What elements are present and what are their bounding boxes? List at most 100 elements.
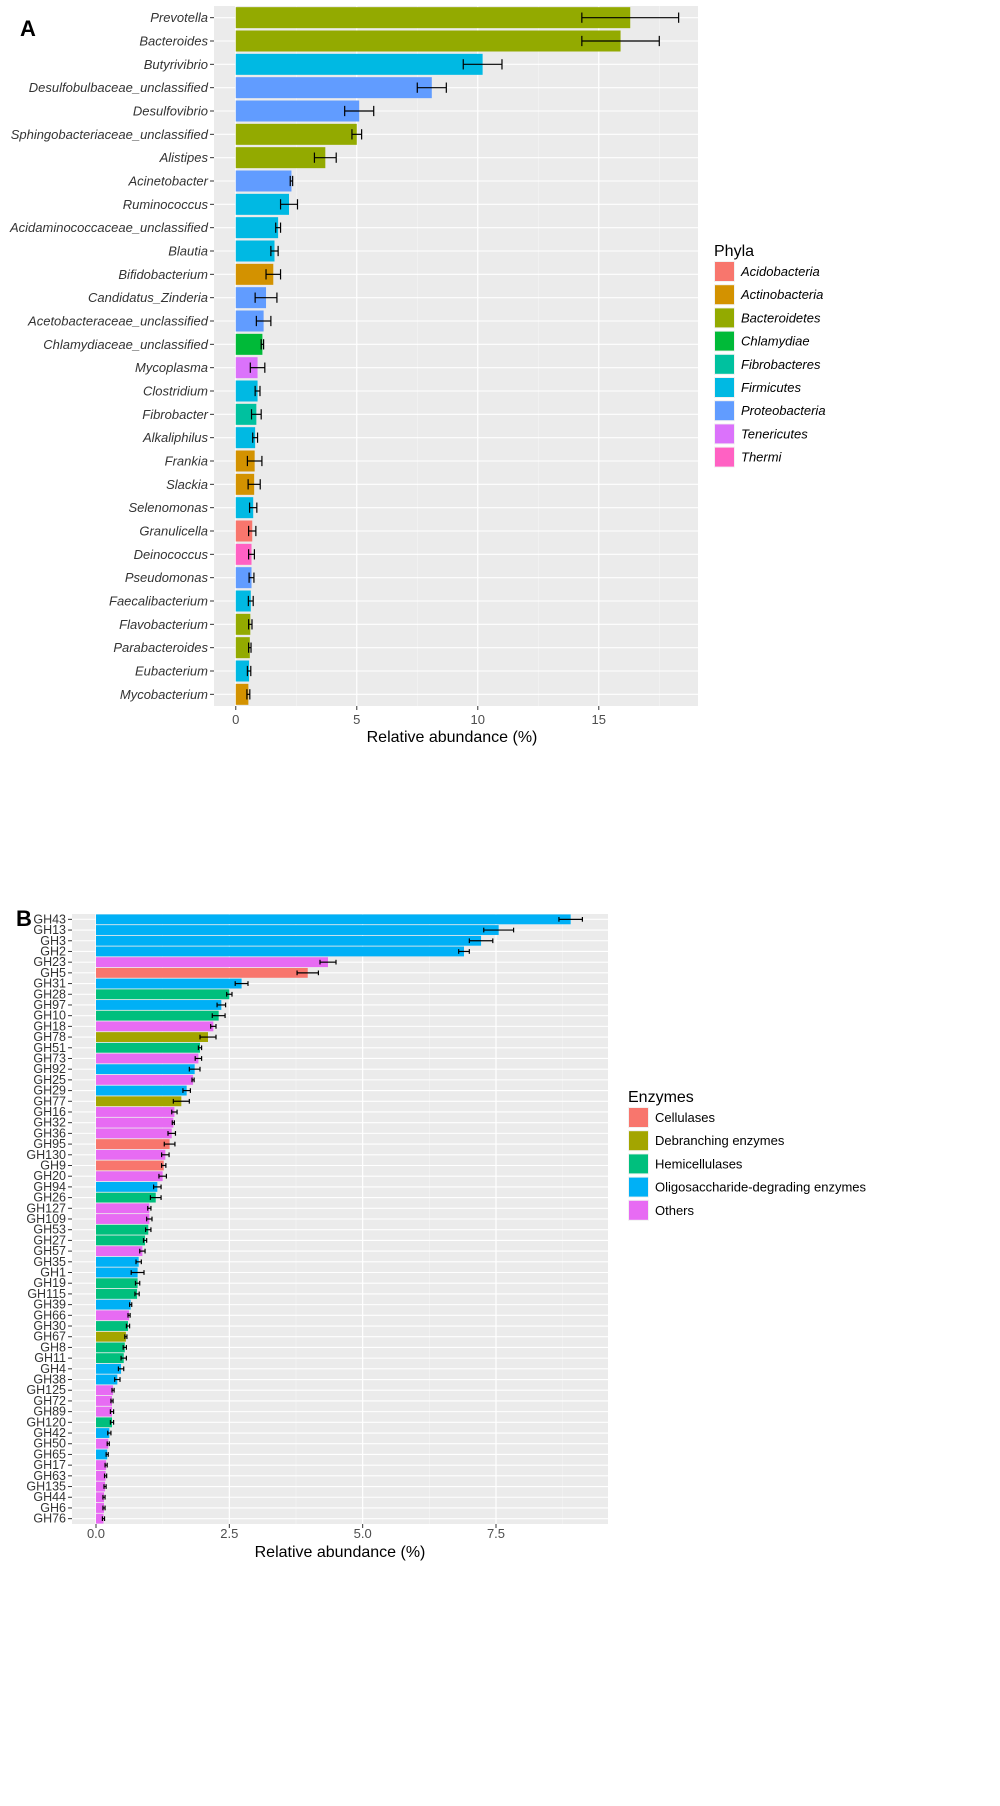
error-bar-eubacterium <box>246 665 252 677</box>
y-tick-label-alistipes: Alistipes <box>159 150 209 165</box>
legend-swatch-proteobacteria <box>715 401 734 421</box>
error-bar-parabacteroides <box>248 642 252 653</box>
x-axis-title: Relative abundance (%) <box>367 729 538 746</box>
legend-label-others: Others <box>655 1203 695 1218</box>
bar-gh9 <box>96 1160 164 1171</box>
error-bar-chlamydiaceae-unclassified <box>260 339 265 350</box>
y-tick-label-gh92: GH92 <box>33 1062 66 1076</box>
error-bar-prevotella <box>581 12 680 23</box>
error-bar-gh3 <box>468 938 494 944</box>
y-tick-label-gh65: GH65 <box>33 1447 66 1461</box>
error-bar-gh130 <box>161 1152 170 1158</box>
bar-pseudomonas <box>235 567 252 589</box>
legend-label-firmicutes: Firmicutes <box>741 380 801 395</box>
bar-gh38 <box>96 1374 118 1385</box>
y-tick-label-gh38: GH38 <box>33 1373 66 1387</box>
bar-bacteroides <box>235 30 621 52</box>
error-bar-acinetobacter <box>289 175 294 187</box>
error-bar-gh4 <box>117 1366 125 1372</box>
bar-gh120 <box>96 1417 112 1428</box>
bar-gh35 <box>96 1256 139 1267</box>
y-tick-label-selenomonas: Selenomonas <box>129 500 209 515</box>
error-bar-gh16 <box>171 1109 178 1115</box>
y-tick-label-gh5: GH5 <box>40 966 66 980</box>
y-tick-label-gh20: GH20 <box>33 1169 66 1183</box>
bar-gh19 <box>96 1278 138 1289</box>
legend: Phyla Acidobacteria Actinobacteria Bacteroi… <box>714 243 826 468</box>
error-bar-flavobacterium <box>248 619 253 630</box>
bar-mycoplasma <box>235 357 258 379</box>
bar-desulfovibrio <box>235 100 360 122</box>
bar-selenomonas <box>235 497 254 519</box>
legend-swatch-tenericutes <box>715 424 734 444</box>
error-bar-mycoplasma <box>249 362 266 373</box>
bar-gh130 <box>96 1149 166 1160</box>
legend-swatch-chlamydiae <box>715 331 734 351</box>
bar-gh43 <box>96 914 571 925</box>
y-tick-label-gh11: GH11 <box>34 1351 66 1365</box>
bar-gh50 <box>96 1438 109 1449</box>
y-tick-label-gh57: GH57 <box>33 1244 66 1258</box>
legend-swatch-others <box>629 1200 648 1220</box>
bar-bifidobacterium <box>235 263 274 285</box>
bar-gh6 <box>96 1503 104 1513</box>
y-tick-label-gh53: GH53 <box>33 1223 66 1237</box>
y-tick-label-gh78: GH78 <box>33 1030 66 1044</box>
bar-eubacterium <box>235 660 250 682</box>
bar-gh115 <box>96 1288 138 1299</box>
y-tick-label-acidaminococcaceae-unclassified: Acidaminococcaceae_unclassified <box>9 220 209 235</box>
bar-gh57 <box>96 1246 143 1257</box>
error-bar-gh120 <box>109 1419 115 1425</box>
bar-alistipes <box>235 147 326 169</box>
error-bar-alkaliphilus <box>252 432 259 443</box>
error-bar-gh57 <box>139 1248 146 1254</box>
x-axis-title: Relative abundance (%) <box>255 1544 426 1561</box>
y-tick-label-gh2: GH2 <box>40 944 66 958</box>
x-tick-label-15: 15 <box>592 712 606 727</box>
y-tick-label-gh66: GH66 <box>33 1308 66 1322</box>
y-tick-label-gh39: GH39 <box>33 1298 66 1312</box>
panel-a-background <box>214 6 698 706</box>
y-tick-label-flavobacterium: Flavobacterium <box>119 617 208 632</box>
error-bar-gh72 <box>110 1398 114 1404</box>
error-bar-sphingobacteriaceae-unclassified <box>351 129 363 140</box>
bar-gh51 <box>96 1042 200 1053</box>
y-tick-label-gh8: GH8 <box>40 1340 66 1354</box>
error-bar-gh32 <box>171 1120 175 1126</box>
legend-swatch-debranching-enzymes <box>629 1131 648 1151</box>
error-bar-gh30 <box>125 1323 131 1329</box>
y-tick-label-gh89: GH89 <box>33 1405 66 1419</box>
y-tick-label-chlamydiaceae-unclassified: Chlamydiaceae_unclassified <box>43 337 209 352</box>
error-bar-acidaminococcaceae-unclassified <box>275 222 282 233</box>
bar-gh39 <box>96 1299 131 1310</box>
error-bar-bifidobacterium <box>265 269 282 280</box>
x-tick-label-2-5: 2.5 <box>220 1526 238 1541</box>
bar-butyrivibrio <box>235 53 483 75</box>
y-tick-label-faecalibacterium: Faecalibacterium <box>109 594 208 609</box>
y-tick-label-gh3: GH3 <box>40 934 66 948</box>
error-bar-gh51 <box>197 1045 203 1051</box>
error-bar-blautia <box>270 245 279 257</box>
error-bar-gh35 <box>135 1259 142 1265</box>
error-bar-gh9 <box>161 1163 167 1168</box>
error-bar-gh77 <box>172 1098 190 1104</box>
y-tick-label-gh63: GH63 <box>33 1469 66 1483</box>
legend-label-bacteroidetes: Bacteroidetes <box>741 310 821 325</box>
x-tick-label-0-0: 0.0 <box>87 1526 105 1541</box>
bar-gh95 <box>96 1139 170 1150</box>
bar-acetobacteraceae-unclassified <box>235 310 264 332</box>
error-bar-gh50 <box>106 1441 110 1447</box>
error-bar-gh95 <box>163 1141 176 1147</box>
error-bar-gh135 <box>103 1484 107 1489</box>
bar-gh25 <box>96 1074 194 1085</box>
error-bar-gh2 <box>458 949 470 954</box>
legend-title: Phyla <box>714 243 754 260</box>
y-tick-label-eubacterium: Eubacterium <box>135 664 208 679</box>
error-bar-gh97 <box>216 1002 227 1008</box>
error-bar-gh42 <box>107 1430 112 1436</box>
y-tick-label-deinococcus: Deinococcus <box>134 547 209 562</box>
error-bar-gh29 <box>182 1088 191 1093</box>
bar-gh13 <box>96 925 499 935</box>
legend-swatch-bacteroidetes <box>715 308 734 328</box>
y-tick-label-gh97: GH97 <box>33 998 66 1012</box>
